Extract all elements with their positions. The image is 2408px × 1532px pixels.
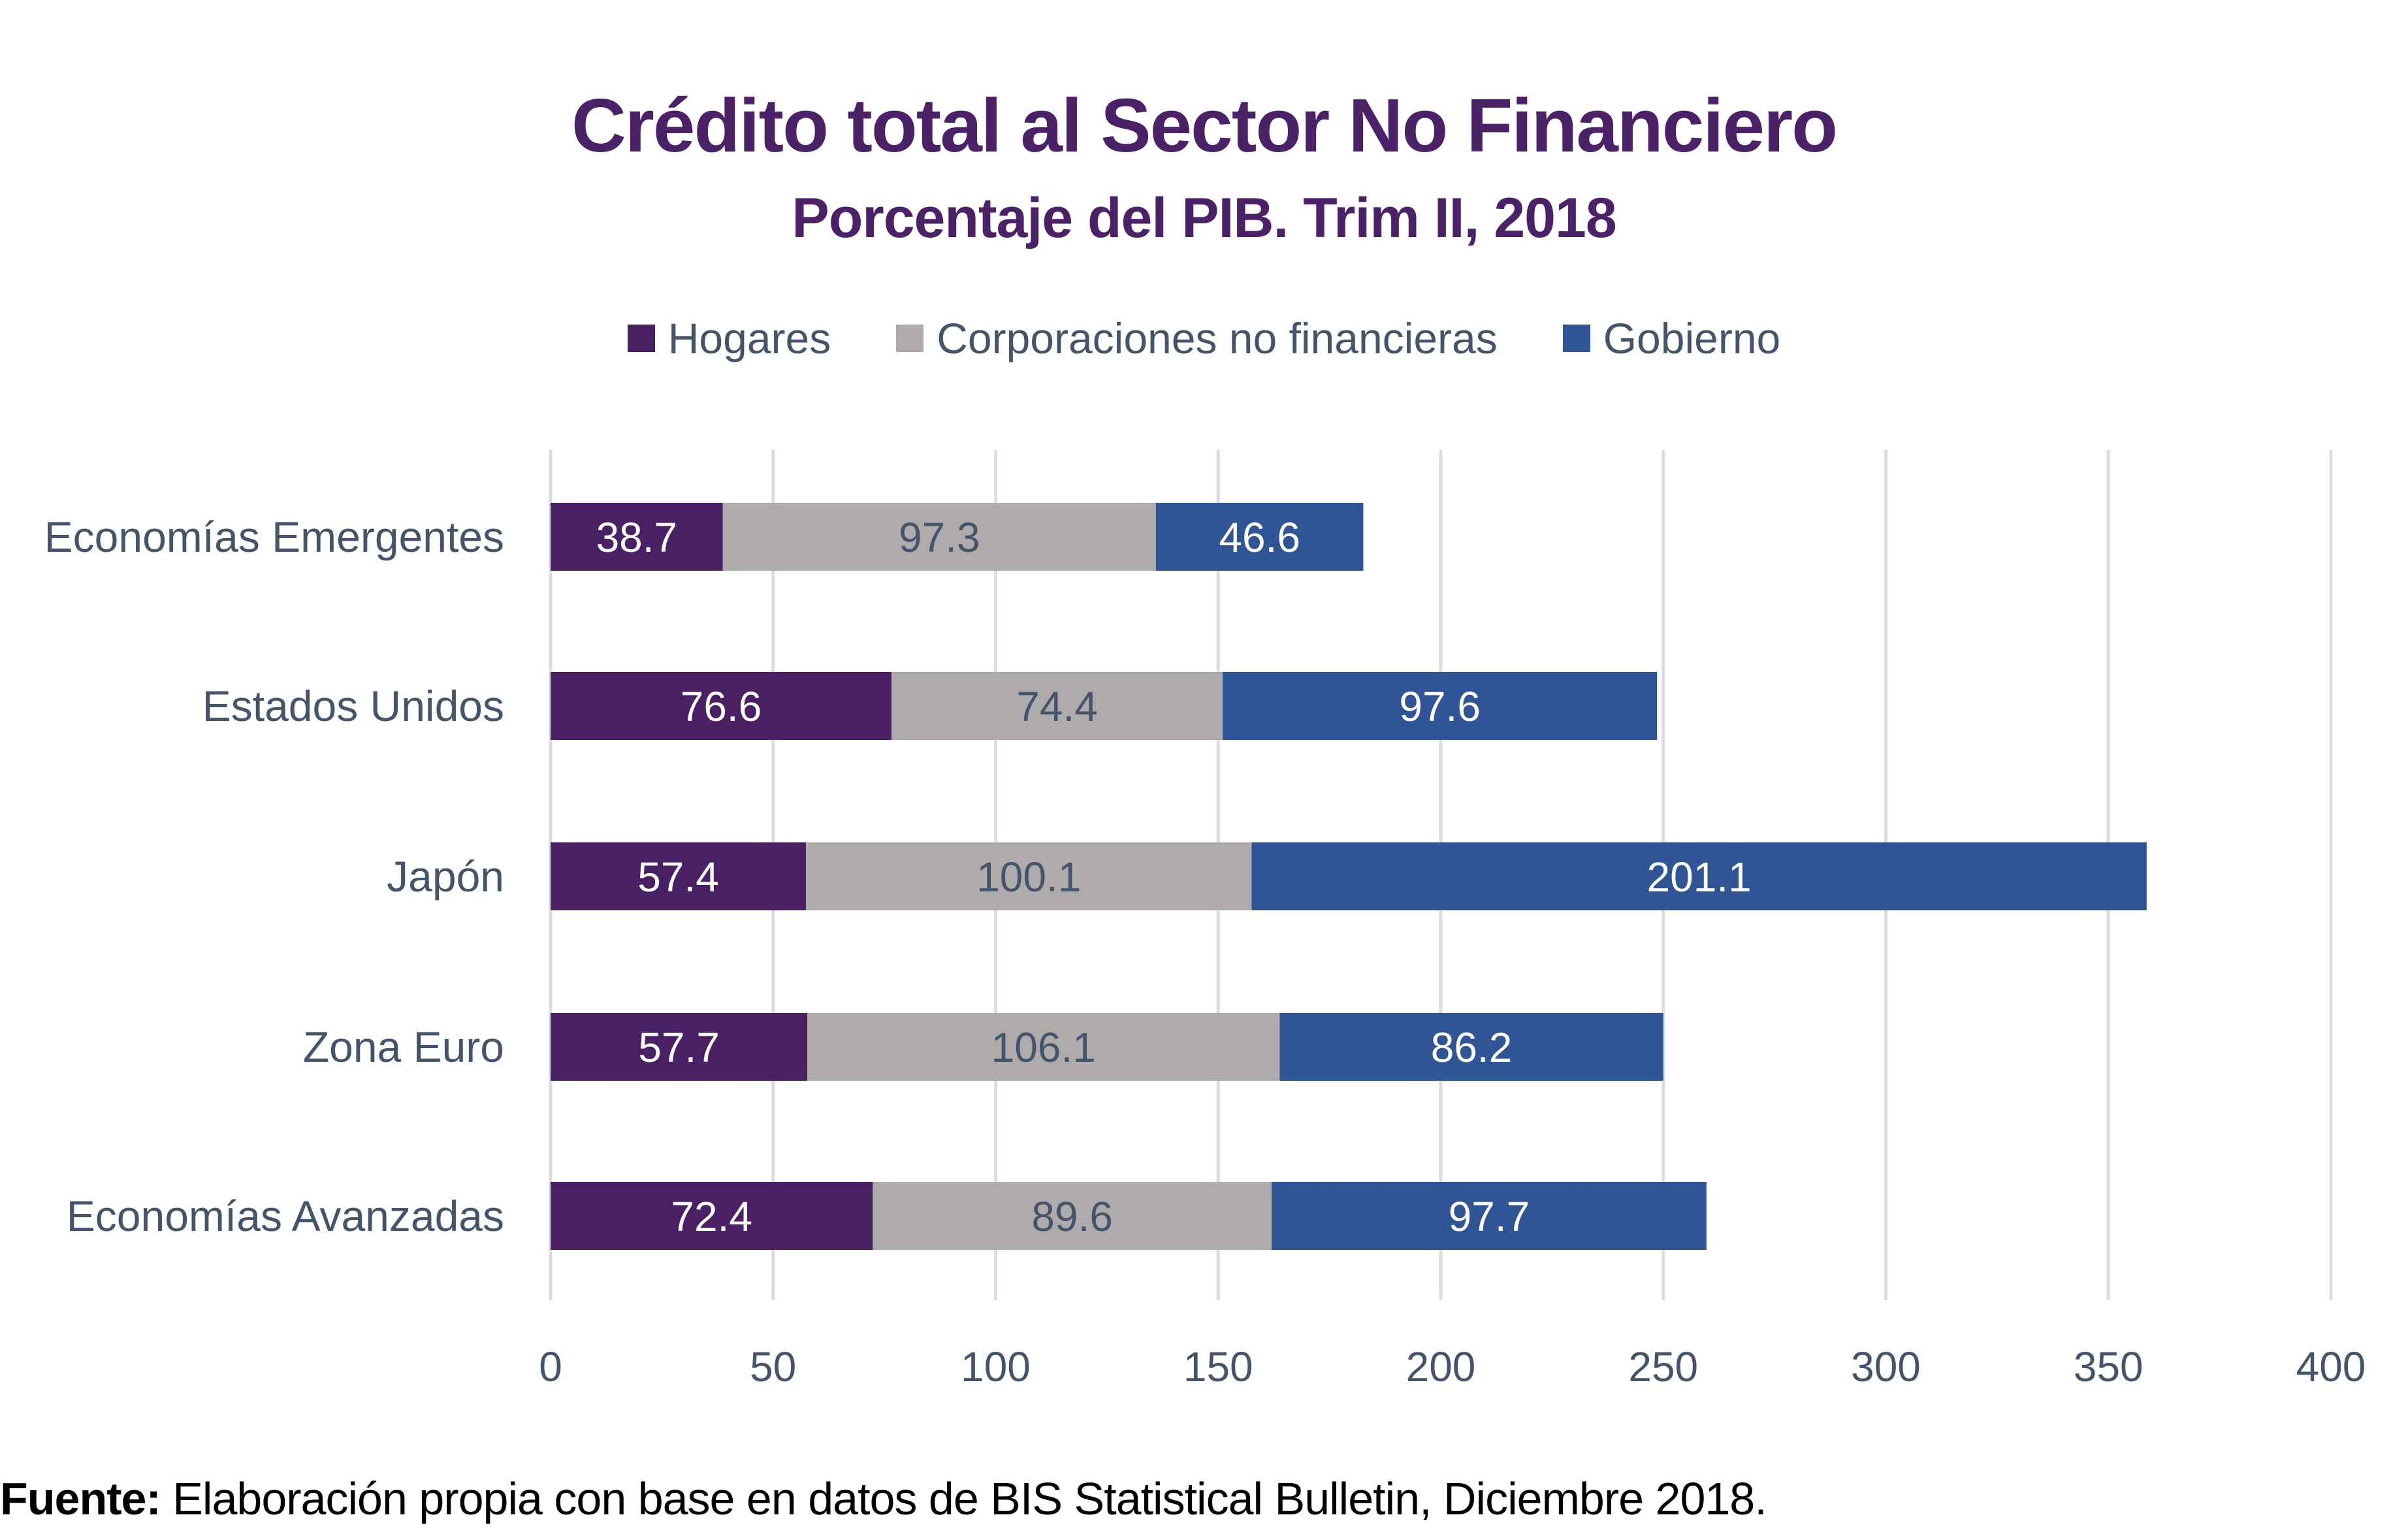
data-label: 97.7: [1449, 1193, 1530, 1240]
x-tick-label: 150: [1183, 1343, 1253, 1390]
data-label: 89.6: [1031, 1193, 1113, 1240]
legend: Hogares Corporaciones no financieras Gob…: [0, 313, 2408, 363]
x-tick-label: 300: [1851, 1343, 1921, 1390]
data-label: 72.4: [671, 1193, 752, 1240]
legend-swatch-gobierno: [1562, 325, 1590, 352]
x-tick-label: 200: [1406, 1343, 1476, 1390]
data-label: 38.7: [596, 514, 678, 561]
bar-hogares: [551, 1013, 808, 1081]
x-tick-label: 250: [1628, 1343, 1698, 1390]
bar-gobierno: [1272, 1182, 1707, 1250]
x-tick-label: 0: [539, 1343, 562, 1390]
bar-corporaciones-no-financieras: [722, 503, 1156, 571]
data-label: 57.4: [637, 854, 719, 901]
footnote-label: Fuente:: [0, 1473, 161, 1524]
chart-title: Crédito total al Sector No Financiero: [571, 83, 1838, 168]
category-label: Estados Unidos: [202, 682, 504, 730]
legend-swatch-corporaciones: [896, 325, 924, 352]
legend-item-gobierno: Gobierno: [1562, 313, 1781, 363]
bar-gobierno: [1251, 842, 2147, 910]
category-label: Economías Emergentes: [44, 513, 504, 561]
legend-label-hogares: Hogares: [667, 314, 831, 362]
category-label: Zona Euro: [303, 1023, 504, 1071]
bars: [551, 503, 2147, 1250]
data-label: 201.1: [1647, 854, 1752, 901]
legend-item-corporaciones: Corporaciones no financieras: [896, 313, 1498, 363]
data-label: 106.1: [991, 1024, 1096, 1071]
legend-label-corporaciones: Corporaciones no financieras: [937, 314, 1498, 362]
data-label: 46.6: [1219, 514, 1300, 561]
bar-corporaciones-no-financieras: [807, 1013, 1280, 1081]
x-tick-label: 50: [750, 1343, 796, 1390]
category-labels: Economías Emergentes Estados Unidos Japón Z…: [44, 513, 504, 1240]
data-label: 97.6: [1399, 683, 1481, 730]
bar-gobierno: [1223, 672, 1658, 740]
x-tick-label: 100: [961, 1343, 1031, 1390]
data-label: 100.1: [976, 854, 1081, 901]
footnote: Fuente: Elaboración propia con base en d…: [0, 1473, 1767, 1525]
data-label: 97.3: [899, 514, 980, 561]
data-label: 86.2: [1431, 1024, 1513, 1071]
x-tick-label: 400: [2296, 1343, 2366, 1390]
bar-hogares: [551, 842, 807, 910]
bar-hogares: [551, 503, 723, 571]
legend-swatch-hogares: [627, 325, 655, 352]
data-labels: 38.7 97.3 46.6 76.6 74.4 97.6 57.4 100.1 201.1 57…: [596, 514, 1752, 1240]
data-label: 76.6: [681, 683, 762, 730]
bar-corporaciones-no-financieras: [891, 672, 1223, 740]
chart-subtitle: Porcentaje del PIB. Trim II, 2018: [792, 187, 1616, 249]
category-label: Economías Avanzadas: [67, 1192, 504, 1240]
bar-gobierno: [1279, 1013, 1663, 1081]
category-label: Japón: [387, 852, 504, 901]
bar-hogares: [551, 1182, 873, 1250]
data-label: 57.7: [638, 1024, 720, 1071]
x-tick-labels: 0 50 100 150 200 250 300 350 400: [539, 1343, 2366, 1390]
bar-corporaciones-no-financieras: [873, 1182, 1272, 1250]
bar-gobierno: [1155, 503, 1364, 571]
bar-hogares: [551, 672, 892, 740]
x-tick-label: 350: [2074, 1343, 2143, 1390]
legend-item-hogares: Hogares: [627, 313, 831, 363]
bar-corporaciones-no-financieras: [806, 842, 1252, 910]
data-label: 74.4: [1016, 683, 1098, 730]
footnote-text: Elaboración propia con base en datos de …: [160, 1473, 1767, 1524]
legend-label-gobierno: Gobierno: [1603, 314, 1781, 362]
